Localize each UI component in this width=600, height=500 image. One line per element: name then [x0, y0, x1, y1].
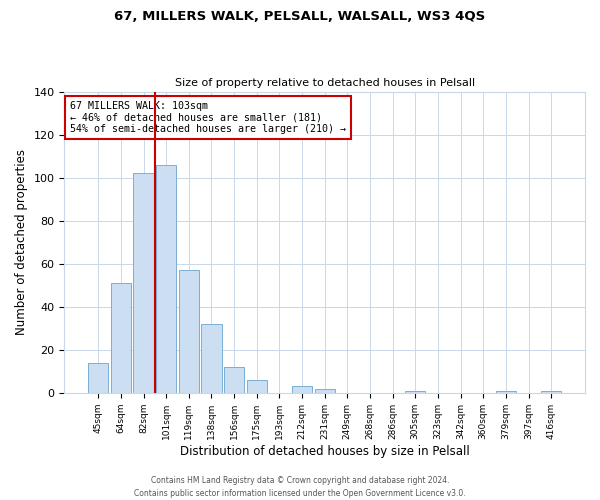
Text: 67, MILLERS WALK, PELSALL, WALSALL, WS3 4QS: 67, MILLERS WALK, PELSALL, WALSALL, WS3 … — [115, 10, 485, 23]
X-axis label: Distribution of detached houses by size in Pelsall: Distribution of detached houses by size … — [180, 444, 470, 458]
Text: 67 MILLERS WALK: 103sqm
← 46% of detached houses are smaller (181)
54% of semi-d: 67 MILLERS WALK: 103sqm ← 46% of detache… — [70, 100, 346, 134]
Bar — [496, 390, 516, 393]
Bar — [156, 164, 176, 393]
Title: Size of property relative to detached houses in Pelsall: Size of property relative to detached ho… — [175, 78, 475, 88]
Bar — [111, 283, 131, 393]
Bar — [133, 174, 154, 393]
Y-axis label: Number of detached properties: Number of detached properties — [15, 149, 28, 335]
Bar — [201, 324, 221, 393]
Bar — [224, 367, 244, 393]
Bar — [88, 362, 109, 393]
Text: Contains HM Land Registry data © Crown copyright and database right 2024.
Contai: Contains HM Land Registry data © Crown c… — [134, 476, 466, 498]
Bar — [314, 388, 335, 393]
Bar — [405, 390, 425, 393]
Bar — [292, 386, 312, 393]
Bar — [179, 270, 199, 393]
Bar — [247, 380, 267, 393]
Bar — [541, 390, 562, 393]
